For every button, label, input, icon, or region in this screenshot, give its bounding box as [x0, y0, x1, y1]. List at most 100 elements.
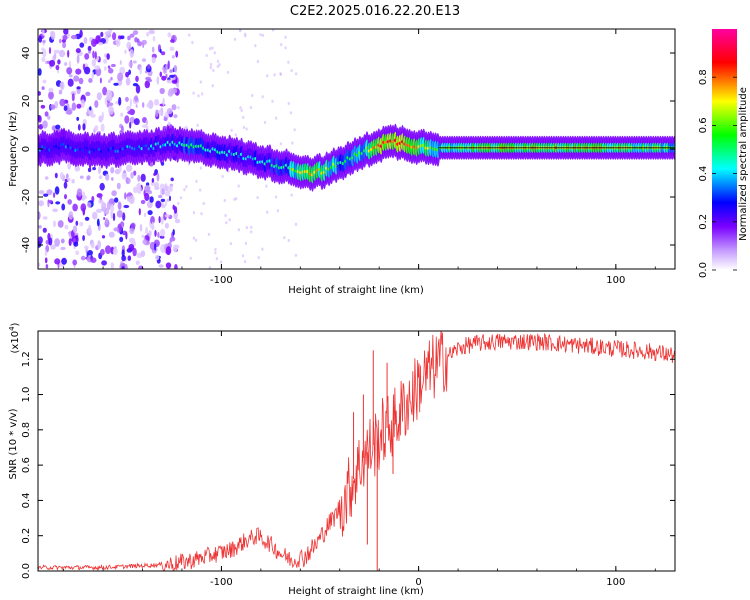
noise-blob	[72, 203, 78, 212]
noise-blob	[96, 208, 101, 213]
noise-blob	[77, 124, 81, 131]
snr-panel: -100 0 100 0.0 0.2 0.4 0.6 0.8 1.0 1.2 Height of…	[8, 322, 676, 597]
noise-blob	[141, 234, 145, 239]
noise-blob	[52, 220, 57, 228]
noise-blob	[136, 182, 141, 190]
noise-blob	[124, 192, 127, 200]
noise-blob	[44, 250, 48, 256]
noise-blob	[169, 74, 175, 78]
noise-blob	[144, 185, 151, 193]
noise-blob	[67, 199, 72, 205]
noise-blob	[237, 228, 241, 232]
noise-blob	[265, 184, 268, 188]
noise-blob	[185, 125, 188, 129]
noise-blob	[174, 264, 178, 269]
noise-blob	[161, 188, 165, 196]
noise-blob	[38, 225, 42, 229]
noise-blob	[250, 225, 253, 229]
noise-blob	[125, 71, 130, 78]
snr-y-tick-label: 0.2	[21, 528, 32, 544]
noise-blob	[69, 74, 73, 78]
colorbar-tick-label: 0.8	[698, 69, 709, 85]
noise-blob	[113, 82, 119, 86]
noise-blob	[121, 266, 125, 269]
noise-blob	[129, 116, 135, 124]
noise-blob	[230, 128, 233, 132]
noise-blob	[103, 217, 106, 220]
noise-blob	[251, 93, 254, 98]
noise-blob	[92, 50, 95, 59]
noise-blob	[147, 79, 153, 82]
noise-blob	[81, 196, 85, 201]
noise-blob	[119, 80, 123, 85]
noise-blob	[44, 111, 49, 117]
noise-blob	[101, 260, 107, 266]
noise-blob	[97, 240, 101, 249]
colorbar: 0.0 0.2 0.4 0.6 0.8 Normalized spectral ampl…	[698, 29, 749, 278]
spectrogram-x-ticks: -100 100	[63, 29, 656, 286]
noise-blob	[160, 187, 162, 196]
noise-blob	[165, 246, 172, 256]
noise-blob	[124, 115, 130, 124]
noise-blob	[99, 77, 102, 84]
noise-blob	[160, 228, 166, 237]
noise-blob	[154, 186, 160, 191]
noise-blob	[155, 254, 160, 261]
noise-blob	[125, 177, 131, 185]
noise-blob	[224, 213, 227, 218]
noise-blob	[135, 84, 141, 94]
noise-blob	[196, 123, 199, 127]
noise-blob	[216, 59, 220, 63]
noise-blob	[151, 56, 156, 64]
noise-blob	[135, 104, 138, 108]
noise-blob	[183, 188, 186, 192]
noise-blob	[105, 217, 108, 225]
noise-blob	[43, 193, 49, 197]
noise-blob	[74, 232, 79, 236]
noise-blob	[101, 235, 106, 239]
noise-blob	[155, 200, 162, 209]
noise-blob	[150, 181, 155, 186]
noise-blob	[167, 32, 172, 38]
noise-blob	[72, 225, 78, 233]
noise-blob	[38, 211, 41, 220]
noise-blob	[211, 84, 214, 88]
noise-blob	[105, 173, 110, 181]
noise-blob	[256, 59, 260, 64]
noise-blob	[192, 236, 196, 240]
noise-blob	[132, 60, 137, 64]
noise-blob	[45, 61, 48, 64]
noise-blob	[41, 56, 46, 63]
noise-blob	[45, 264, 49, 269]
noise-blob	[256, 196, 259, 200]
spectrogram-y-ticks: -40 -20 0 20 40	[21, 47, 675, 253]
snr-y-tick-label: 1.2	[21, 351, 32, 367]
noise-blob	[73, 75, 80, 82]
noise-blob	[280, 43, 283, 47]
snr-series	[38, 331, 675, 571]
noise-blob	[284, 35, 287, 39]
noise-blob	[68, 211, 74, 220]
noise-blob	[121, 230, 127, 236]
noise-blob	[170, 39, 175, 43]
colorbar-tick-label: 0.6	[698, 117, 709, 133]
noise-blob	[79, 221, 84, 227]
noise-blob	[234, 133, 237, 137]
noise-blob	[290, 193, 293, 197]
noise-blob	[100, 123, 105, 132]
noise-blob	[154, 229, 157, 237]
noise-blob	[100, 31, 104, 37]
noise-blob	[173, 65, 178, 73]
noise-blob	[90, 257, 97, 264]
noise-blob	[228, 218, 231, 222]
noise-blob	[169, 195, 171, 202]
noise-blob	[273, 73, 276, 77]
noise-blob	[143, 212, 147, 218]
noise-blob	[118, 166, 122, 172]
noise-blob	[149, 196, 154, 203]
noise-blob	[84, 216, 90, 221]
noise-blob	[200, 212, 203, 216]
noise-blob	[233, 197, 236, 201]
noise-blob	[279, 142, 283, 146]
noise-blob	[72, 259, 78, 266]
